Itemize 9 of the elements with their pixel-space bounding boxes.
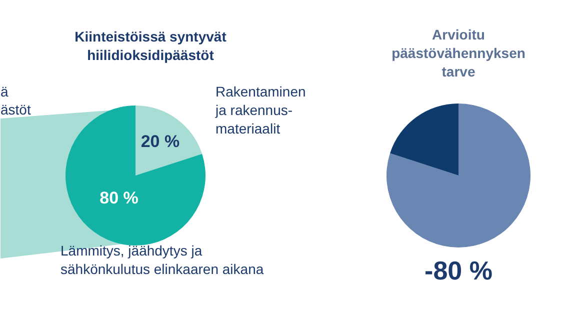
data-label: 20 % — [140, 132, 180, 152]
slice-label: Lämmitys, jäähdytys ja sähkönkulutus elinkaaren aikana — [60, 242, 264, 277]
slice-label: Rakentaminen ja rakennus- materiaalit — [214, 84, 306, 136]
text: ä — [0, 84, 8, 100]
chart-title: Arvioitu päästövähennyksen tarve — [392, 26, 526, 80]
data-label: 80 % — [100, 188, 138, 208]
text: -80 % — [424, 256, 492, 286]
text: ästöt — [0, 102, 31, 118]
chart-title: Kiinteistöissä syntyvät hiilidioksidipäästöt — [74, 28, 227, 63]
